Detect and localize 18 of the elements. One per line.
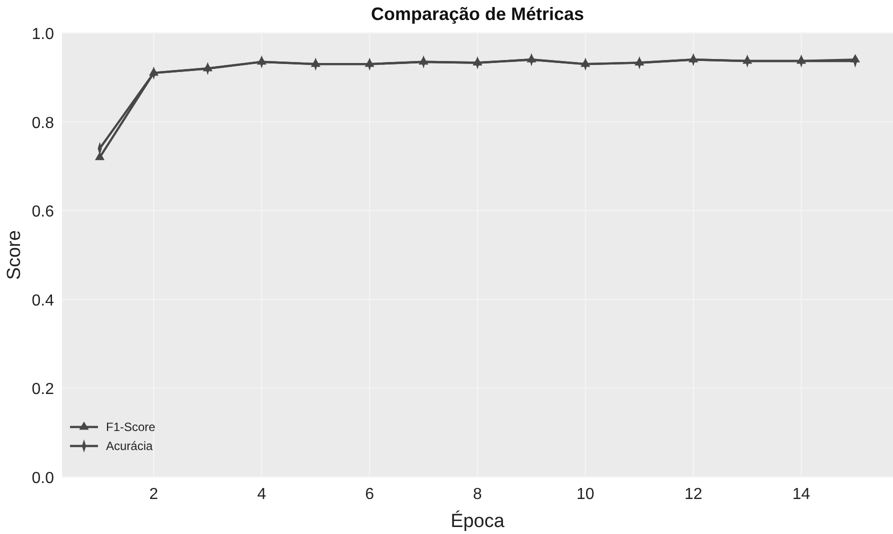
x-axis-title: Época bbox=[450, 510, 505, 532]
x-tick-label: 6 bbox=[365, 486, 374, 503]
y-tick-label: 0.0 bbox=[32, 470, 54, 487]
x-tick-label: 4 bbox=[257, 486, 266, 503]
chart-title: Comparação de Métricas bbox=[370, 4, 584, 24]
x-tick-label: 14 bbox=[792, 486, 810, 503]
y-tick-label: 0.8 bbox=[32, 114, 54, 132]
x-tick-label: 2 bbox=[149, 486, 158, 503]
legend-label: F1-Score bbox=[106, 420, 156, 434]
legend-label: Acurácia bbox=[106, 439, 154, 453]
y-tick-label: 1.0 bbox=[32, 26, 54, 43]
y-axis-title: Score bbox=[4, 230, 25, 280]
x-tick-label: 12 bbox=[684, 486, 702, 503]
y-tick-label: 0.6 bbox=[32, 204, 54, 221]
y-tick-label: 0.2 bbox=[32, 381, 54, 398]
y-tick-label: 0.4 bbox=[32, 292, 54, 310]
x-tick-label: 10 bbox=[576, 486, 594, 503]
x-tick-label: 8 bbox=[473, 486, 482, 503]
